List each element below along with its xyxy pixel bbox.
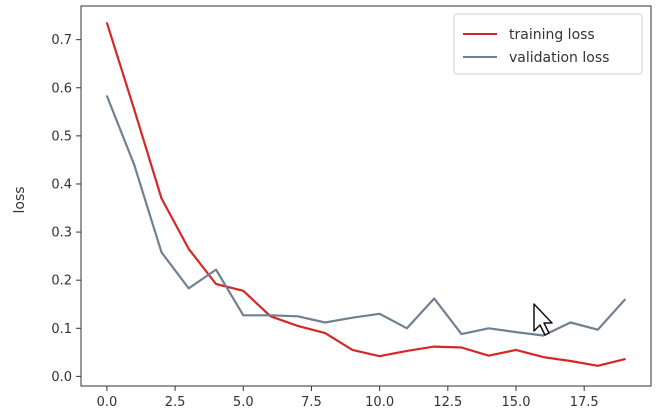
plot-frame: [80, 5, 652, 387]
data-point-validation-loss: [215, 268, 217, 271]
data-point-training-loss: [406, 350, 408, 352]
data-point-training-loss: [215, 283, 217, 285]
data-point-validation-loss: [487, 327, 490, 330]
data-point-validation-loss: [406, 327, 408, 330]
y-tick-label: 0.7: [51, 33, 72, 48]
data-point-validation-loss: [106, 95, 108, 97]
data-point-training-loss: [460, 346, 463, 349]
data-point-validation-loss: [242, 314, 245, 317]
x-tick-label: 7.5: [301, 395, 322, 410]
data-point-validation-loss: [597, 328, 599, 331]
legend-box: [453, 13, 643, 75]
data-point-validation-loss: [351, 316, 354, 319]
data-point-training-loss: [133, 108, 135, 111]
data-point-validation-loss: [460, 333, 463, 335]
data-point-training-loss: [487, 354, 490, 357]
x-tick-label: 17.5: [570, 395, 599, 410]
data-point-training-loss: [187, 248, 190, 250]
data-point-validation-loss: [133, 163, 135, 166]
data-point-training-loss: [433, 345, 435, 348]
legend-label-training-loss: training loss: [509, 27, 595, 43]
y-tick-label: 0.4: [51, 177, 72, 192]
data-point-validation-loss: [624, 298, 626, 301]
y-tick-label: 0.6: [51, 81, 72, 96]
y-tick-label: 0.0: [51, 370, 72, 385]
data-point-training-loss: [242, 289, 245, 292]
data-point-validation-loss: [515, 331, 517, 333]
x-tick-label: 2.5: [165, 395, 186, 410]
series-line-training-loss: [105, 22, 626, 367]
x-tick-label: 5.0: [233, 395, 254, 410]
mouse-pointer-icon: [533, 303, 553, 336]
data-point-validation-loss: [433, 297, 435, 300]
data-point-training-loss: [624, 358, 626, 360]
legend: training loss validation loss: [453, 13, 643, 75]
series-line-validation-loss: [105, 95, 626, 337]
data-point-validation-loss: [324, 321, 326, 324]
data-point-validation-loss: [569, 321, 572, 324]
data-point-validation-loss: [160, 251, 163, 254]
data-point-training-loss: [160, 197, 163, 200]
x-tick-label: 15.0: [502, 395, 531, 410]
data-point-training-loss: [569, 360, 572, 362]
data-point-validation-loss: [542, 334, 545, 337]
plot-area: [105, 22, 626, 367]
y-tick-label: 0.2: [51, 274, 72, 289]
data-point-training-loss: [542, 356, 545, 358]
data-point-validation-loss: [297, 315, 299, 318]
x-tick-label: 10.0: [365, 395, 394, 410]
data-point-training-loss: [106, 22, 108, 24]
y-tick-label: 0.5: [51, 129, 72, 144]
data-point-validation-loss: [378, 313, 381, 315]
x-tick-label: 12.5: [433, 395, 462, 410]
data-point-validation-loss: [269, 314, 272, 317]
data-point-training-loss: [351, 349, 354, 351]
axes: 0.0 2.5 5.0 7.5 10.0 12.5 15.0 17.5 0.0 0.1 0.2 0.3…: [51, 5, 652, 410]
data-point-training-loss: [597, 364, 599, 367]
data-point-training-loss: [515, 349, 517, 351]
data-point-training-loss: [297, 325, 299, 327]
y-tick-label: 0.3: [51, 226, 72, 241]
data-point-training-loss: [324, 332, 326, 334]
data-point-validation-loss: [187, 287, 190, 290]
x-tick-label: 0.0: [97, 395, 118, 410]
y-axis-label: loss: [12, 186, 28, 213]
legend-label-validation-loss: validation loss: [509, 50, 609, 66]
y-tick-label: 0.1: [51, 322, 72, 337]
data-point-training-loss: [378, 355, 381, 357]
